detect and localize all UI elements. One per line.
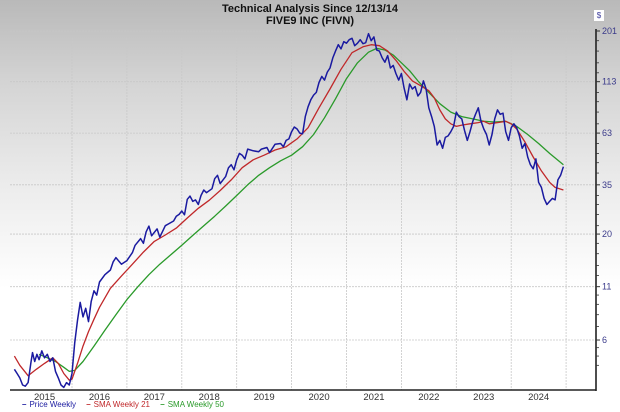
currency-icon: $ [594, 10, 604, 21]
series-lines [13, 32, 565, 389]
axes: 201 113 63 35 20 11 6 2015 2016 2017 2018 2019 2020 2… [10, 26, 617, 403]
y-tick-label: 6 [602, 335, 607, 345]
x-tick-label: 2022 [418, 392, 439, 403]
y-tick-label: 20 [602, 229, 612, 239]
legend-price-weekly: – Price Weekly [22, 400, 76, 409]
price-weekly-line [13, 32, 565, 389]
y-tick-label: 201 [602, 26, 617, 36]
chart-subtitle: FIVE9 INC (FIVN) [265, 15, 354, 27]
x-tick-label: 2020 [308, 392, 329, 403]
chart-title: Technical Analysis Since 12/13/14 [221, 3, 399, 15]
legend-sma-21: – SMA Weekly 21 [86, 400, 150, 409]
legend-sma-50: – SMA Weekly 50 [160, 400, 225, 409]
legend-swatch: – [86, 400, 91, 409]
sma-21-line [13, 44, 564, 381]
x-tick-label: 2023 [473, 392, 494, 403]
gridlines [10, 30, 596, 390]
sma-50-line [38, 47, 564, 373]
y-tick-label: 63 [602, 128, 612, 138]
legend-swatch: – [22, 400, 27, 409]
x-tick-label: 2018 [199, 392, 220, 403]
x-tick-label: 2017 [144, 392, 165, 403]
y-tick-label: 11 [602, 282, 611, 292]
x-tick-label: 2016 [89, 392, 110, 403]
legend-swatch: – [160, 400, 165, 409]
y-tick-label: 35 [602, 180, 612, 190]
y-tick-label: 113 [602, 77, 616, 87]
x-tick-label: 2021 [363, 392, 384, 403]
x-tick-label: 2015 [34, 392, 55, 403]
legend: – Price Weekly – SMA Weekly 21 – SMA Weekly… [22, 400, 232, 410]
x-tick-label: 2024 [528, 392, 549, 403]
x-tick-label: 2019 [254, 392, 275, 403]
